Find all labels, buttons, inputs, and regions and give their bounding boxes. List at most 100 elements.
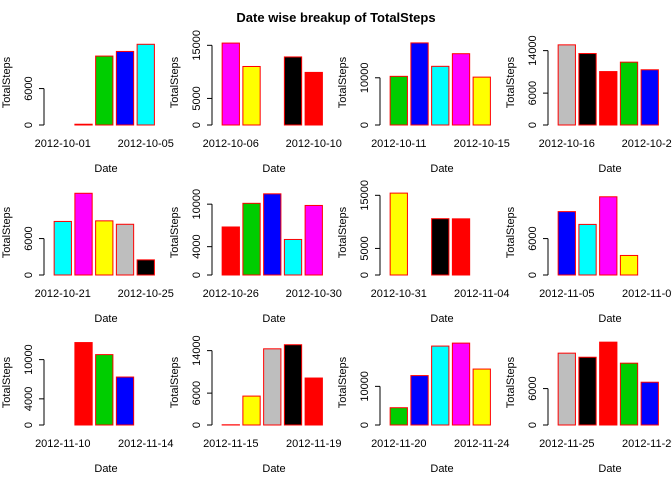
bar (283, 56, 303, 126)
x-axis-label: Date (430, 313, 453, 325)
panel: 0 6000 14000 2012-10-16 2012-10-20 Date TotalS… (505, 35, 672, 175)
y-tick-label: 10000 (191, 189, 203, 220)
y-tick-label: 10000 (359, 62, 371, 93)
bar (95, 55, 114, 126)
panel: 0 6000 14000 2012-11-15 2012-11-19 Date TotalS… (169, 335, 341, 475)
y-tick-label: 0 (191, 272, 203, 278)
bar (557, 44, 576, 126)
bar (389, 407, 408, 426)
bar (557, 211, 576, 276)
x-tick-label: 2012-11-09 (622, 288, 672, 300)
bar (472, 76, 491, 126)
x-tick-label: 2012-10-16 (539, 138, 595, 150)
y-axis-label: TotalSteps (505, 206, 517, 258)
y-tick-label: 4000 (191, 234, 203, 258)
y-tick-label: 0 (527, 422, 539, 428)
y-axis-label: TotalSteps (505, 356, 517, 408)
bar (410, 42, 429, 126)
bar (283, 344, 303, 426)
bar (74, 342, 93, 426)
x-tick-label: 2012-10-21 (35, 288, 91, 300)
y-axis-label: TotalSteps (337, 206, 349, 258)
y-tick-label: 0 (527, 122, 539, 128)
bar (242, 65, 261, 126)
y-tick-label: 14000 (527, 35, 539, 66)
y-tick-label: 10000 (23, 344, 35, 375)
x-axis-label: Date (430, 463, 453, 475)
panel: 0 4000 10000 2012-11-10 2012-11-14 Date TotalS… (1, 342, 173, 475)
bar (389, 75, 408, 126)
bar (472, 368, 491, 426)
bar (640, 381, 659, 426)
bar (263, 193, 282, 276)
y-tick-label: 6000 (527, 81, 539, 105)
x-tick-label: 2012-10-26 (203, 288, 259, 300)
bar (115, 223, 135, 276)
x-tick-label: 2012-11-15 (203, 438, 258, 450)
x-axis-label: Date (94, 313, 117, 325)
panel: 0 6000 2012-10-21 2012-10-25 Date TotalSteps (1, 192, 174, 325)
bar (451, 218, 471, 276)
x-tick-label: 2012-10-01 (35, 138, 91, 150)
x-tick-label: 2012-11-24 (454, 438, 509, 450)
bar (53, 220, 72, 276)
y-axis-label: TotalSteps (169, 56, 181, 108)
y-axis-label: TotalSteps (1, 356, 13, 408)
x-tick-label: 2012-10-11 (371, 138, 426, 150)
x-axis-label: Date (262, 163, 285, 175)
y-axis-label: TotalSteps (1, 56, 13, 108)
panel: 0 6000 2012-10-01 2012-10-05 Date TotalSteps (1, 43, 174, 175)
x-tick-label: 2012-10-06 (203, 138, 259, 150)
x-tick-label: 2012-11-19 (286, 438, 341, 450)
bar (74, 123, 93, 126)
x-tick-label: 2012-11-04 (454, 288, 509, 300)
x-axis-label: Date (598, 163, 621, 175)
y-tick-label: 4000 (23, 387, 35, 411)
bar (389, 192, 408, 276)
bar (451, 53, 471, 126)
bar (410, 375, 429, 426)
y-tick-label: 0 (23, 122, 35, 128)
panel: 0 10000 2012-11-20 2012-11-24 Date TotalSteps (337, 342, 509, 475)
bar (557, 352, 576, 426)
y-axis-label: TotalSteps (1, 206, 13, 258)
panel: 0 10000 2012-10-11 2012-10-15 Date TotalSteps (337, 42, 510, 175)
bar (304, 377, 323, 426)
bar (431, 65, 450, 126)
y-tick-label: 6000 (527, 376, 539, 400)
bar (242, 395, 261, 426)
x-tick-label: 2012-11-10 (35, 438, 90, 450)
y-tick-label: 0 (359, 422, 371, 428)
y-tick-label: 15000 (359, 180, 371, 211)
x-tick-label: 2012-11-29 (622, 438, 672, 450)
x-axis-label: Date (430, 163, 453, 175)
x-axis-label: Date (262, 313, 285, 325)
y-tick-label: 10000 (359, 371, 371, 402)
y-tick-label: 5000 (191, 86, 203, 110)
bar (95, 354, 114, 426)
y-axis-label: TotalSteps (169, 206, 181, 258)
bar (283, 238, 303, 276)
y-tick-label: 0 (23, 272, 35, 278)
bar (431, 218, 450, 276)
x-axis-label: Date (94, 163, 117, 175)
panel: 0 5000 15000 2012-10-06 2012-10-10 Date TotalS… (169, 30, 342, 175)
y-tick-label: 5000 (359, 236, 371, 260)
bar (578, 223, 597, 276)
y-tick-label: 6000 (23, 76, 35, 100)
x-axis-label: Date (598, 463, 621, 475)
x-tick-label: 2012-11-25 (539, 438, 594, 450)
bar (599, 196, 618, 276)
bar (304, 71, 323, 126)
y-tick-label: 0 (23, 422, 35, 428)
x-axis-label: Date (598, 313, 621, 325)
bar (304, 204, 323, 276)
bar (599, 71, 618, 126)
bar (115, 376, 135, 426)
y-axis-label: TotalSteps (169, 356, 181, 408)
bar (115, 50, 135, 126)
bar (578, 356, 597, 426)
x-tick-label: 2012-11-14 (118, 438, 173, 450)
y-tick-label: 0 (191, 422, 203, 428)
panel: 0 4000 10000 2012-10-26 2012-10-30 Date TotalS… (169, 189, 342, 325)
